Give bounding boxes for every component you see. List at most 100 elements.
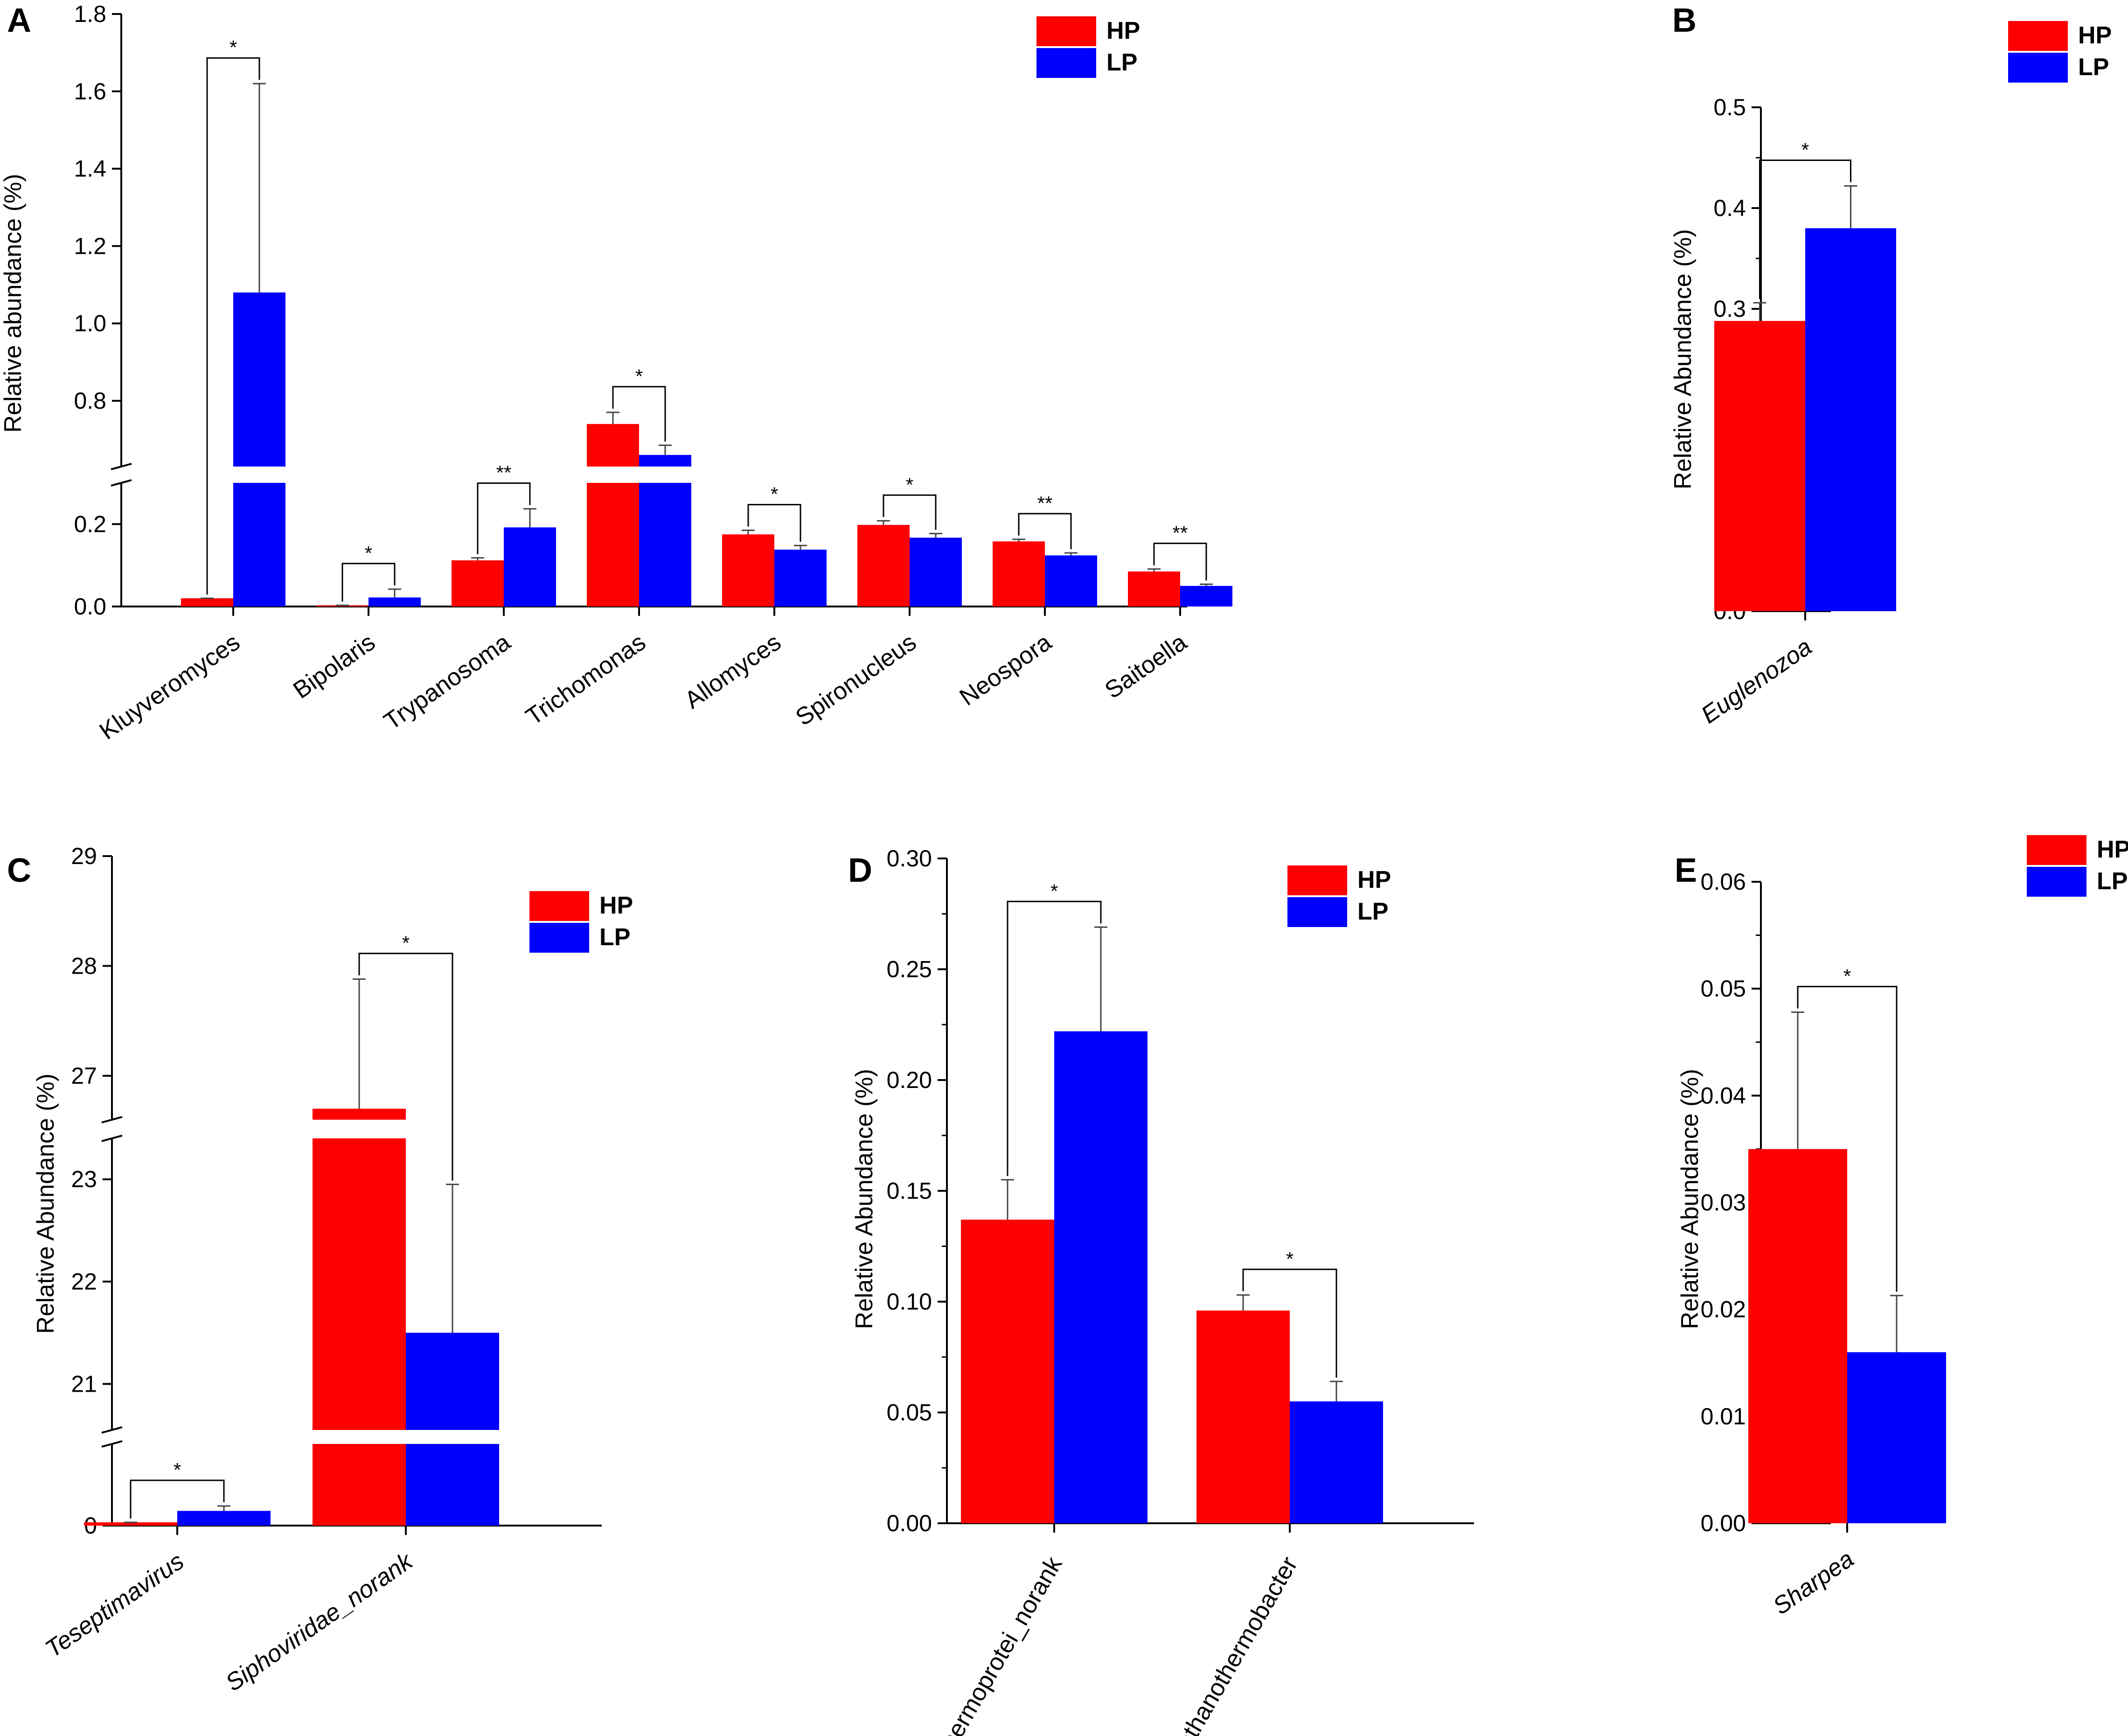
significance-marker: ** (496, 462, 512, 484)
legend-label-lp: LP (1106, 49, 1137, 76)
axis-break-mark (101, 1440, 123, 1448)
y-tick-label: 1.0 (74, 310, 106, 336)
bar-lp (233, 292, 285, 607)
y-axis-label: Relative Abundance (%) (1676, 1069, 1704, 1329)
panel-e: E 0.00 0.01 0.02 0.03 0.04 0.05 0.06 Relative Ab… (1675, 835, 2128, 1620)
legend-label-lp: LP (599, 924, 630, 951)
bar-break-gap (232, 467, 286, 483)
y-tick-label: 0.25 (887, 956, 932, 983)
x-category-label: Kluyveromyces (95, 628, 245, 745)
legend-swatch-hp (2008, 21, 2068, 51)
significance-marker: * (229, 36, 237, 58)
legend-label-lp: LP (2097, 868, 2128, 895)
y-tick-label: 1.6 (74, 78, 106, 105)
x-category-label: Bipolaris (288, 628, 380, 704)
significance-bracket (1007, 900, 1102, 1176)
legend-label-hp: HP (1357, 866, 1391, 893)
bar-lp (1847, 1352, 1946, 1523)
y-tick-label: 22 (71, 1269, 97, 1295)
axis-break-mark (111, 463, 132, 470)
x-category-label: Saitoella (1100, 628, 1192, 704)
significance-bracket (883, 494, 937, 530)
x-category-label: Euglenozoa (1697, 633, 1817, 729)
x-category-label: Sharpea (1768, 1545, 1859, 1620)
significance-bracket (1759, 159, 1851, 300)
panel-label-a: A (7, 2, 31, 39)
y-tick-label: 0.8 (74, 388, 106, 414)
significance-marker: * (402, 932, 410, 954)
bar-lp (1054, 1031, 1147, 1523)
y-tick-label: 0.5 (1713, 94, 1746, 120)
significance-bracket (341, 563, 396, 602)
significance-marker: * (906, 474, 913, 495)
axis-break-mark (111, 479, 132, 487)
significance-bracket (612, 386, 666, 442)
legend-label-hp: HP (2097, 836, 2128, 863)
significance-marker: * (771, 483, 778, 505)
y-axis-label: Relative Abundance (%) (1669, 229, 1697, 489)
legend-swatch-lp (2008, 53, 2068, 83)
y-tick-label: 29 (71, 843, 97, 869)
bar-lp (774, 550, 827, 607)
y-tick-label: 1.8 (74, 1, 106, 27)
y-tick-label: 0.00 (1701, 1510, 1746, 1536)
significance-bracket (1797, 986, 1898, 1292)
x-category-label: Spironucleus (791, 628, 921, 731)
bar-lp (177, 1511, 271, 1526)
bar-lp (1805, 228, 1896, 611)
significance-marker: ** (1173, 522, 1188, 544)
significance-marker: * (1843, 965, 1851, 987)
x-category-label: Siphoviridae_norank (221, 1547, 418, 1697)
panel-label-b: B (1672, 2, 1697, 39)
bar-break-gap (638, 467, 692, 483)
bar-lp (1290, 1401, 1383, 1523)
legend-swatch-hp (2027, 835, 2086, 865)
significance-bracket (747, 504, 801, 542)
y-axis-label: Relative Abundance (%) (32, 1074, 59, 1334)
panel-label-e: E (1675, 852, 1697, 889)
legend-swatch-lp (2027, 867, 2086, 897)
bar-hp (587, 424, 639, 607)
significance-marker: * (174, 1459, 181, 1481)
legend-label-lp: LP (2078, 54, 2109, 81)
y-tick-label: 0.3 (1713, 296, 1746, 322)
legend-swatch-hp (1287, 865, 1347, 895)
bar-hp (452, 560, 504, 607)
panel-label-c: C (7, 852, 31, 889)
bar-break-gap (312, 1120, 407, 1138)
y-tick-label: 0.00 (887, 1510, 932, 1536)
y-tick-label: 0.20 (887, 1067, 932, 1093)
y-tick-label: 23 (71, 1166, 97, 1192)
significance-bracket (1242, 1269, 1337, 1378)
legend-swatch-lp (529, 923, 589, 953)
panel-d: D 0.00 0.05 0.10 0.15 0.20 0.25 0.30 Relative Ab… (848, 845, 1474, 1736)
x-category-label: Thermoprotei_norank (928, 1552, 1068, 1736)
y-axis-label: Relative abundance (%) (0, 174, 27, 433)
legend-label-hp: HP (2078, 22, 2112, 49)
x-category-label: Teseptimavirus (41, 1548, 189, 1663)
bar-break-gap (405, 1430, 500, 1444)
x-category-label: Neospora (955, 628, 1057, 711)
legend-swatch-lp (1287, 897, 1347, 927)
bar-break-gap (312, 1430, 407, 1444)
y-tick-label: 0.15 (887, 1178, 932, 1204)
x-category-label: Trypanosoma (379, 628, 515, 735)
significance-bracket (206, 57, 260, 595)
bar-lp (910, 537, 962, 607)
significance-marker: * (365, 542, 372, 564)
panel-a: A 0.0 0.2 0.8 1.0 1.2 1.4 1.6 1.8 Relative abunda… (0, 1, 1232, 745)
y-tick-label: 0.02 (1701, 1297, 1746, 1323)
y-axis-label: Relative Abundance (%) (851, 1069, 878, 1329)
bar-hp (84, 1522, 177, 1526)
y-tick-label: 0.2 (74, 511, 106, 537)
y-tick-label: 0.03 (1701, 1190, 1746, 1216)
bar-hp (1128, 571, 1180, 607)
legend-label-hp: HP (1106, 17, 1140, 44)
y-tick-label: 0.30 (887, 845, 932, 871)
y-tick-label: 0.05 (887, 1400, 932, 1426)
bar-hp (961, 1220, 1054, 1523)
y-tick-label: 0.4 (1713, 195, 1746, 221)
bar-lp (1045, 555, 1097, 607)
